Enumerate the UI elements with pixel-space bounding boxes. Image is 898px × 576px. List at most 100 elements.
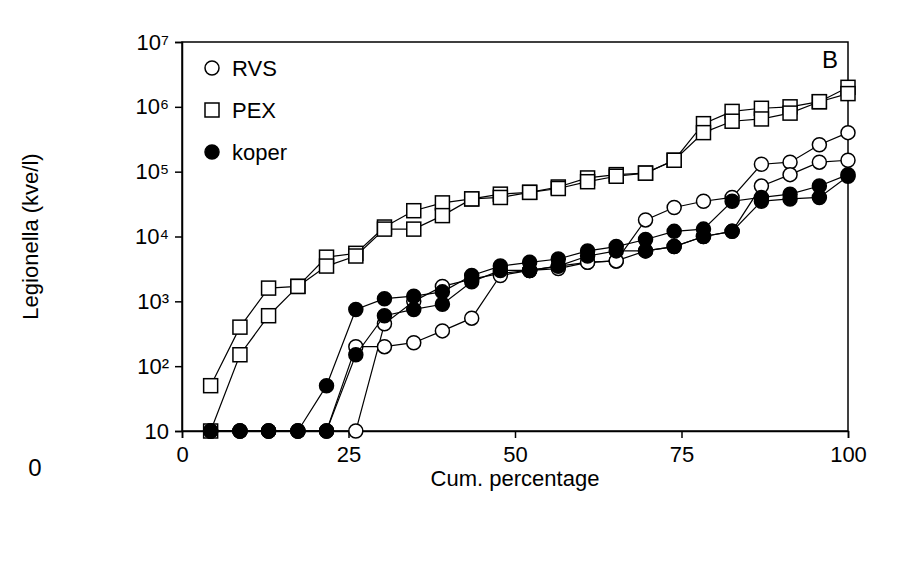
data-point [783, 192, 797, 206]
data-point [841, 153, 855, 167]
data-point-marker [435, 324, 449, 338]
legend-label: PEX [232, 98, 276, 123]
data-point-marker [320, 424, 334, 438]
y-tick-label: 10² [137, 354, 169, 379]
y-tick: 10 [145, 419, 182, 444]
y-axis-line [175, 43, 183, 432]
x-tick-label: 25 [337, 442, 361, 467]
legend-marker [205, 61, 219, 75]
data-point-marker [783, 168, 797, 182]
y-tick: 10⁴ [135, 224, 182, 249]
data-point-marker [551, 259, 565, 273]
data-point [639, 166, 653, 180]
data-point-marker [233, 320, 247, 334]
data-point-marker [523, 185, 537, 199]
x-axis: 0255075100 [176, 431, 866, 467]
data-point-marker [523, 263, 537, 277]
y-tick-mark [175, 236, 182, 238]
data-point [523, 263, 537, 277]
data-point [291, 424, 305, 438]
data-point-marker [667, 224, 681, 238]
data-point-marker [639, 166, 653, 180]
y-axis: 1010²10³10⁴10⁵10⁶10⁷ [135, 30, 182, 444]
x-tick: 0 [176, 431, 188, 467]
y-axis-title: Legionella (kve/l) [18, 153, 43, 319]
data-point-marker [407, 222, 421, 236]
y-tick-mark [175, 107, 182, 109]
data-point-marker [609, 244, 623, 258]
data-point-marker [725, 194, 739, 208]
data-point-marker [233, 424, 247, 438]
data-point [291, 424, 305, 438]
data-point-marker [204, 424, 218, 438]
data-point-marker [262, 281, 276, 295]
data-point [609, 169, 623, 183]
legend-entry: PEX [205, 98, 276, 123]
data-point [465, 311, 479, 325]
series-line [211, 133, 848, 431]
data-point-marker [696, 230, 710, 244]
data-point-marker [349, 302, 363, 316]
data-point [812, 95, 826, 109]
data-point-marker [551, 259, 565, 273]
data-point [407, 222, 421, 236]
data-point-marker [377, 222, 391, 236]
data-point-marker [581, 249, 595, 263]
data-point-marker [233, 424, 247, 438]
data-point [609, 244, 623, 258]
data-point [812, 138, 826, 152]
data-point [435, 324, 449, 338]
data-point [667, 224, 681, 238]
data-point-marker [349, 348, 363, 362]
data-point [551, 259, 565, 273]
data-point [696, 126, 710, 140]
data-point-marker [812, 138, 826, 152]
data-point [435, 196, 449, 210]
series [204, 126, 855, 438]
data-point [320, 259, 334, 273]
legend-marker [205, 145, 219, 159]
data-point-marker [639, 244, 653, 258]
data-point-marker [493, 190, 507, 204]
data-point-marker [320, 379, 334, 393]
data-point-marker [262, 424, 276, 438]
data-point [407, 336, 421, 350]
data-point [262, 424, 276, 438]
data-point-marker [204, 424, 218, 438]
data-point [320, 424, 334, 438]
data-point [639, 166, 653, 180]
data-point [291, 279, 305, 293]
data-point-marker [696, 126, 710, 140]
y-tick-mark [175, 366, 182, 368]
data-point [812, 190, 826, 204]
data-point [812, 155, 826, 169]
x-tick-mark [515, 431, 517, 438]
data-point [465, 192, 479, 206]
data-point [725, 194, 739, 208]
data-point-marker [349, 424, 363, 438]
data-point-marker [465, 192, 479, 206]
data-point [725, 224, 739, 238]
legend-marker [205, 103, 219, 117]
data-point [667, 240, 681, 254]
data-point [465, 192, 479, 206]
x-tick: 75 [670, 431, 694, 467]
data-point [667, 201, 681, 215]
data-point [349, 249, 363, 263]
data-point-marker [725, 114, 739, 128]
series [204, 80, 855, 438]
y-tick: 10³ [137, 289, 182, 314]
data-point [377, 309, 391, 323]
data-point [783, 168, 797, 182]
data-point [291, 424, 305, 438]
plot-frame [182, 42, 848, 431]
y-tick: 10⁵ [135, 159, 182, 184]
data-point-marker [841, 169, 855, 183]
annotation: B [822, 46, 838, 73]
x-axis-title: Cum. percentage [431, 466, 600, 491]
x-axis-line [183, 432, 849, 439]
data-point [725, 114, 739, 128]
data-point-marker [262, 424, 276, 438]
y-tick-label: 10 [145, 419, 169, 444]
data-point [349, 302, 363, 316]
